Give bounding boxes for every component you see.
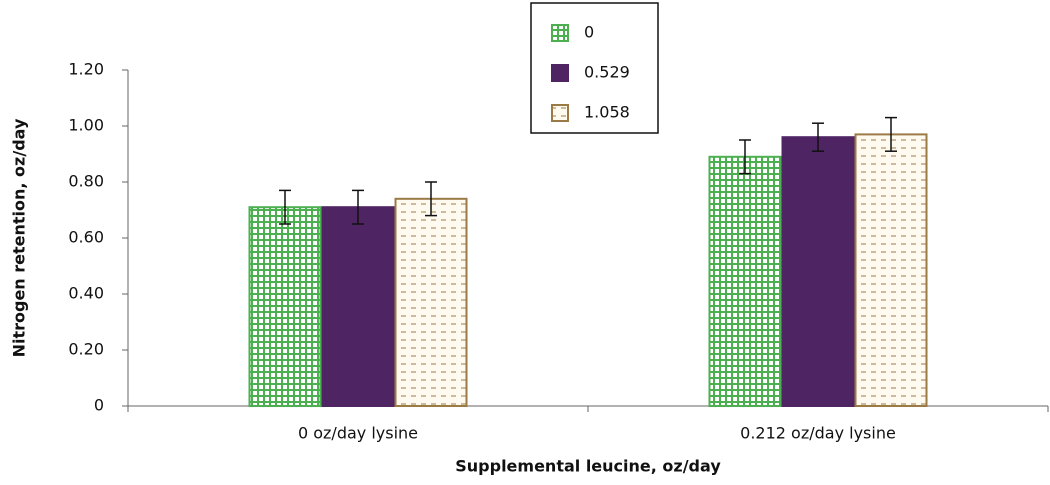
x-tick-label: 0.212 oz/day lysine (740, 424, 896, 443)
bar (248, 206, 322, 407)
bar (394, 197, 468, 407)
y-tick-label: 0 (94, 396, 104, 415)
y-tick-label: 0.60 (68, 228, 104, 247)
y-tick-label: 0.20 (68, 340, 104, 359)
x-axis-title: Supplemental leucine, oz/day (455, 457, 721, 476)
legend-swatch (551, 104, 569, 122)
bar (321, 206, 395, 407)
legend-swatch (551, 24, 569, 42)
legend-label: 0.529 (584, 63, 630, 82)
y-axis-title: Nitrogen retention, oz/day (10, 118, 29, 357)
y-tick-label: 0.40 (68, 284, 104, 303)
x-tick-label: 0 oz/day lysine (298, 424, 418, 443)
y-tick-label: 1.20 (68, 60, 104, 79)
y-tick-label: 0.80 (68, 172, 104, 191)
legend-swatch (551, 64, 569, 82)
legend-label: 1.058 (584, 103, 630, 122)
legend-label: 0 (584, 23, 594, 42)
bar (781, 136, 855, 407)
bar (854, 133, 928, 407)
y-tick-label: 1.00 (68, 116, 104, 135)
bar (708, 155, 782, 407)
